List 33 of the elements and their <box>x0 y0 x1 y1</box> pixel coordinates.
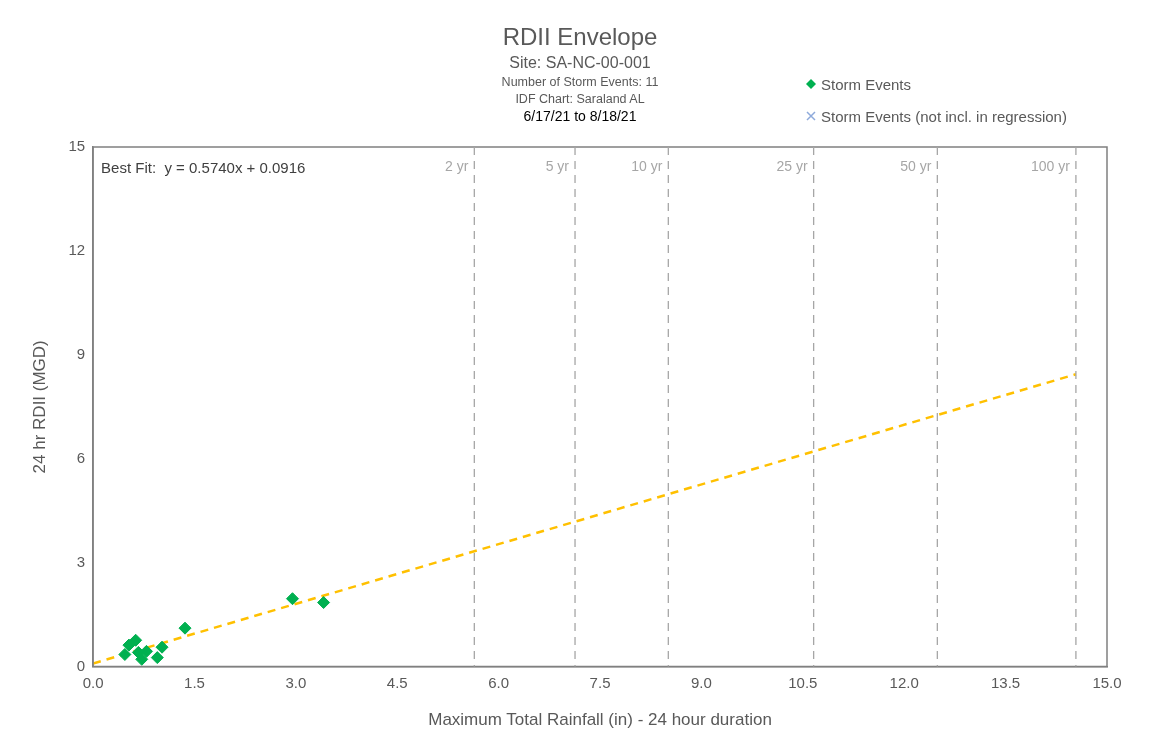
y-tick-label: 15 <box>68 137 86 155</box>
x-tick-label: 13.5 <box>991 673 1021 691</box>
chart-title: RDII Envelope <box>501 22 659 52</box>
ref-line-label: 100 yr <box>1030 157 1071 174</box>
y-axis-title: 24 hr RDII (MGD) <box>29 340 49 474</box>
ref-line-label: 50 yr <box>900 157 932 174</box>
x-tick-label: 15.0 <box>1092 673 1122 691</box>
y-tick-label: 6 <box>76 448 86 466</box>
x-tick-label: 10.5 <box>788 673 818 691</box>
y-tick-label: 3 <box>76 552 86 570</box>
x-tick-label: 6.0 <box>488 673 510 691</box>
x-tick-label: 7.5 <box>589 673 611 691</box>
y-tick-label: 0 <box>76 656 86 674</box>
ref-line-label: 2 yr <box>444 157 469 174</box>
x-tick-label: 12.0 <box>889 673 919 691</box>
text: 6/17/21 to 8/18/21 <box>523 108 637 124</box>
legend-label: Storm Events <box>821 75 912 93</box>
y-tick-label: 9 <box>76 344 86 362</box>
text: IDF Chart: Saraland AL <box>514 91 646 108</box>
x-tick-label: 0.0 <box>82 673 104 691</box>
ref-line-label: 10 yr <box>631 157 663 174</box>
text: Number of Storm Events: 11 <box>501 75 659 89</box>
legend-label: Storm Events (not incl. in regression) <box>821 107 1067 125</box>
annotation: Best Fit: y = 0.5740x + 0.0916 <box>101 159 306 177</box>
x-tick-label: 9.0 <box>691 673 712 691</box>
x-tick-label: 1.5 <box>184 673 205 691</box>
ref-line-label: 5 yr <box>545 157 570 174</box>
y-tick-label: 12 <box>68 241 86 259</box>
x-tick-label: 3.0 <box>285 673 307 691</box>
chart-subtitle: Site: SA-NC-00-001 <box>508 53 652 73</box>
ref-line-label: 25 yr <box>776 157 808 174</box>
x-tick-label: 4.5 <box>386 673 408 691</box>
x-axis-title: Maximum Total Rainfall (in) - 24 hour duration <box>428 710 772 730</box>
